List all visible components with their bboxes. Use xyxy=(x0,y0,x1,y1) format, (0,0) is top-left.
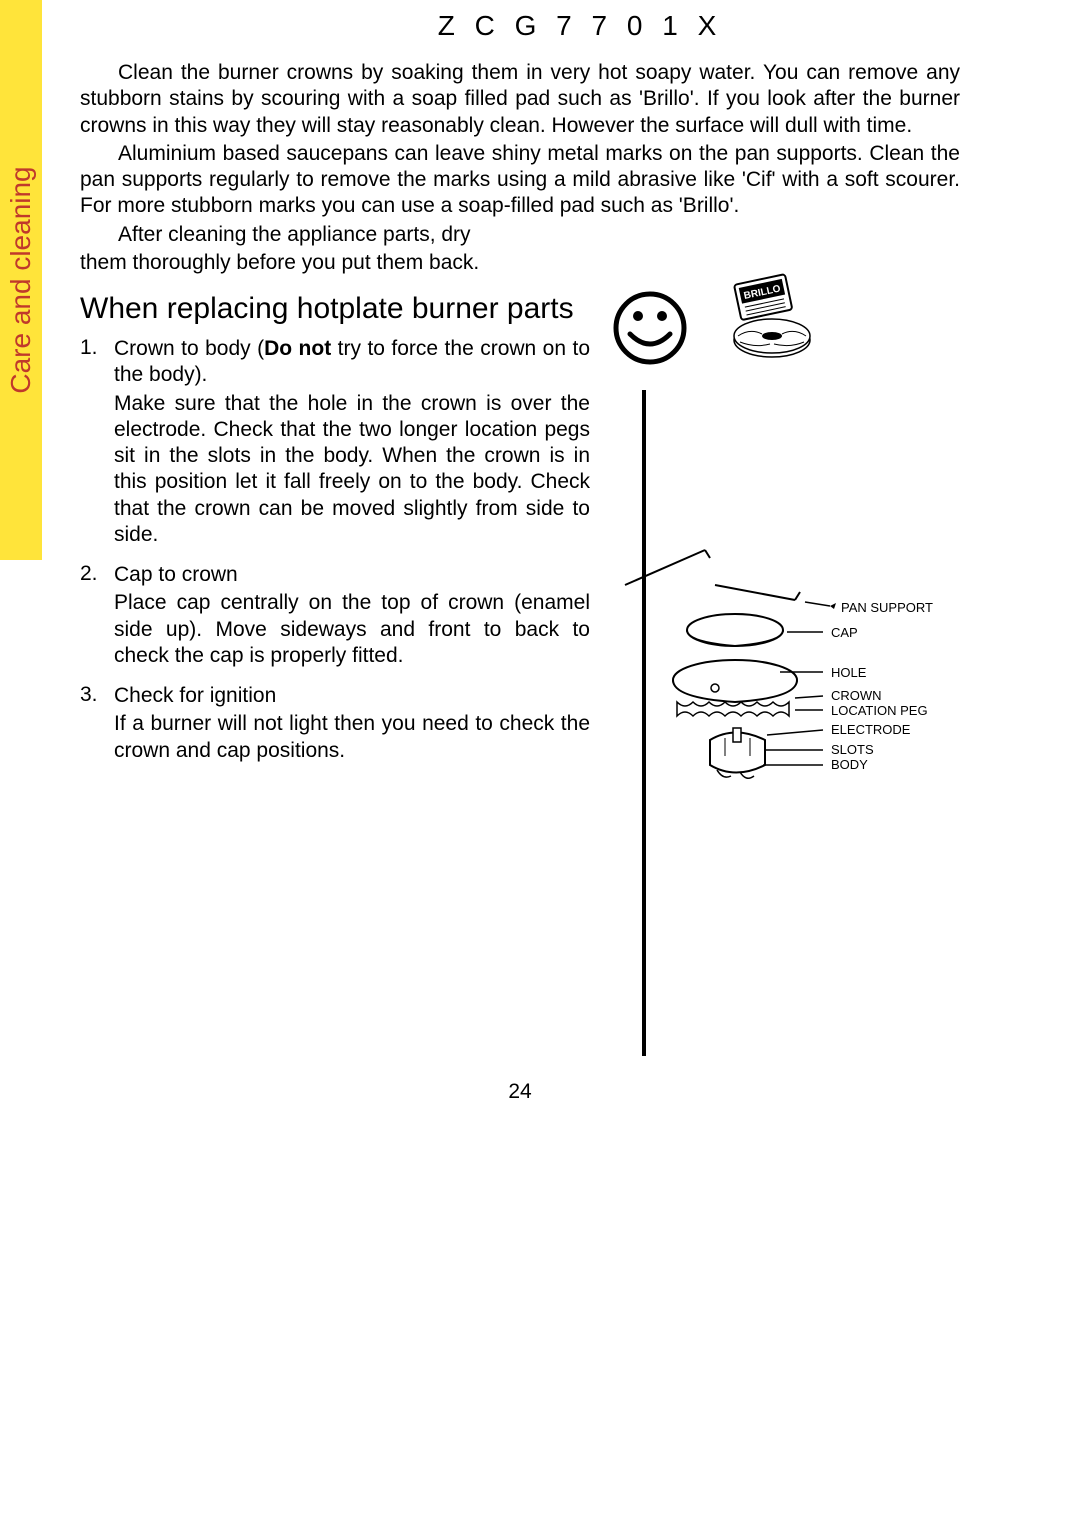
brillo-pad-icon: BRILLO xyxy=(710,270,830,370)
item1-sub: Make sure that the hole in the crown is … xyxy=(114,391,590,549)
item2-lead: Cap to crown xyxy=(114,563,238,586)
sidebar-label: Care and cleaning xyxy=(5,166,37,393)
list-body: Crown to body (Do not try to force the c… xyxy=(114,336,590,548)
item3-sub: If a burner will not light then you need… xyxy=(114,711,590,764)
list-number: 3. xyxy=(80,683,114,764)
label-hole: HOLE xyxy=(831,665,867,680)
label-pan-support: PAN SUPPORT xyxy=(841,600,933,615)
smiley-face-icon xyxy=(610,288,690,368)
label-electrode: ELECTRODE xyxy=(831,722,911,737)
page-number: 24 xyxy=(80,1080,960,1104)
burner-diagram: PAN SUPPORT CAP HOLE CROWN LOCATION PEG … xyxy=(605,540,935,800)
item1-lead-bold: Do not xyxy=(264,337,331,360)
label-location-peg: LOCATION PEG xyxy=(831,703,928,718)
item1-lead-a: Crown to body ( xyxy=(114,337,264,360)
label-crown: CROWN xyxy=(831,688,882,703)
list-body: Cap to crown Place cap centrally on the … xyxy=(114,562,590,669)
label-cap: CAP xyxy=(831,625,858,640)
sidebar-tab: Care and cleaning xyxy=(0,0,42,560)
item2-sub: Place cap centrally on the top of crown … xyxy=(114,590,590,669)
list-number: 1. xyxy=(80,336,114,548)
label-slots: SLOTS xyxy=(831,742,874,757)
paragraph-2: Aluminium based saucepans can leave shin… xyxy=(80,141,960,220)
paragraph-3b: them thoroughly before you put them back… xyxy=(80,250,590,276)
label-body: BODY xyxy=(831,757,868,772)
list-number: 2. xyxy=(80,562,114,669)
list-body: Check for ignition If a burner will not … xyxy=(114,683,590,764)
model-number: Z C G 7 7 0 1 X xyxy=(200,10,960,42)
paragraph-3a: After cleaning the appliance parts, dry xyxy=(80,222,590,248)
paragraph-1: Clean the burner crowns by soaking them … xyxy=(80,60,960,139)
item3-lead: Check for ignition xyxy=(114,684,276,707)
